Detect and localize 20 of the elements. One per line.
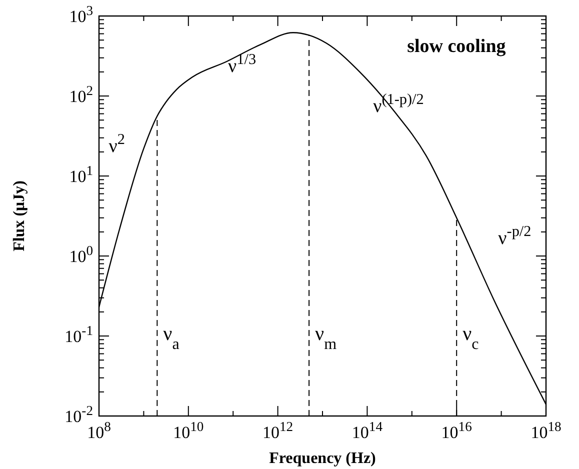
y-axis-title: Flux (μJy) [11, 180, 28, 252]
x-tick-label: 10$^{12}$ [262, 418, 294, 442]
annotation: ν$^{(1-p)/2}$ [373, 90, 424, 117]
y-tick-label: 10$^{2}$ [69, 82, 94, 106]
x-axis-title: Frequency (Hz) [269, 450, 376, 467]
x-tick-label: 10$^{18}$ [530, 418, 562, 442]
ref-line-label: ν$_{c}$ [462, 323, 479, 352]
y-tick-label: 10$^{-1}$ [64, 322, 93, 346]
ref-line-label: ν$_{a}$ [163, 323, 180, 352]
x-tick-label: 10$^{14}$ [352, 418, 383, 442]
x-tick-label: 10$^{10}$ [173, 418, 204, 442]
ref-line-label: ν$_{m}$ [315, 323, 338, 352]
annotation: ν$^{2}$ [108, 130, 125, 157]
annotation: ν$^{-p/2}$ [498, 222, 532, 249]
x-tick-label: 10$^{16}$ [441, 418, 472, 442]
y-tick-label: 10$^{1}$ [69, 162, 93, 186]
annotation: ν$^{1/3}$ [228, 50, 256, 77]
y-tick-label: 10$^{3}$ [69, 2, 94, 26]
y-tick-label: 10$^{0}$ [69, 242, 94, 266]
annotation: slow cooling [407, 36, 506, 57]
